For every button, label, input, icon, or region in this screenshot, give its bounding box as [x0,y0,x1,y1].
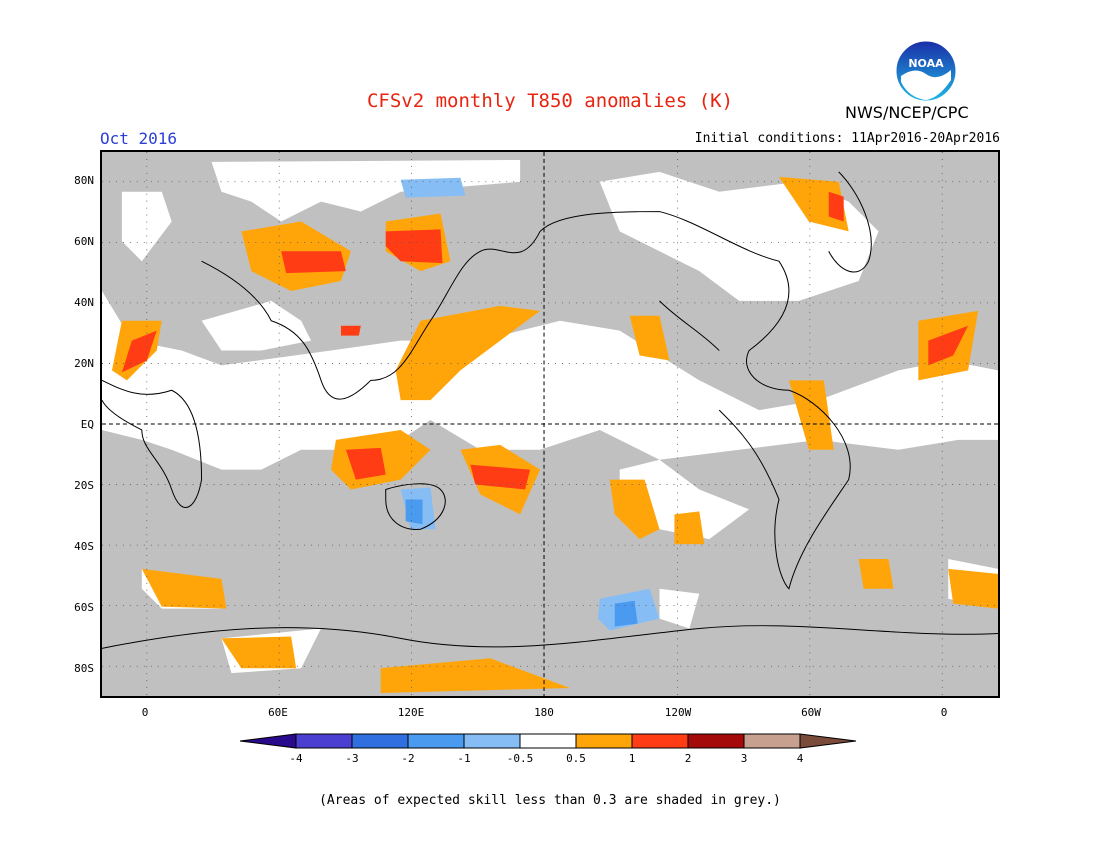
agency-label: NWS/NCEP/CPC [845,103,969,122]
colorbar [240,733,857,749]
colorbar-label: 1 [628,752,636,765]
lon-label: 60E [268,706,288,719]
colorbar-swatch [295,733,353,749]
colorbar-label: 0.5 [566,752,586,765]
lon-label: 0 [141,706,149,719]
lat-label: 40N [74,296,94,309]
lon-label: 0 [940,706,948,719]
lon-label: 180 [534,706,554,719]
coastlines [102,171,998,649]
lat-label: 80N [74,174,94,187]
lat-label: 20N [74,357,94,370]
lon-label: 120W [664,706,692,719]
colorbar-label: 3 [740,752,748,765]
colorbar-swatch [687,733,745,749]
colorbar-label: -3 [345,752,359,765]
colorbar-swatch [351,733,409,749]
colorbar-swatch [631,733,689,749]
colorbar-label: -4 [289,752,303,765]
lat-label: 60N [74,235,94,248]
map-title: CFSv2 monthly T850 anomalies (K) [366,90,734,112]
noaa-logo-text: NOAA [908,57,944,70]
lat-label: 40S [74,540,94,553]
colorbar-swatch [519,733,577,749]
lat-label: 80S [74,662,94,675]
forecast-month: Oct 2016 [100,129,178,148]
colorbar-swatch [743,733,801,749]
colorbar-label: -2 [401,752,415,765]
skill-note: (Areas of expected skill less than 0.3 a… [319,793,781,808]
colorbar-swatch [407,733,465,749]
colorbar-label: 4 [796,752,804,765]
lat-label: EQ [80,418,94,431]
lon-label: 60W [801,706,821,719]
colorbar-label: -0.5 [506,752,534,765]
colorbar-swatch [799,733,857,749]
colorbar-label: 2 [684,752,692,765]
noaa-logo: NOAA [895,40,957,102]
colorbar-label: -1 [457,752,471,765]
colorbar-swatch [240,733,297,749]
equator-dateline [102,152,998,696]
lat-label: 60S [74,601,94,614]
lat-label: 20S [74,479,94,492]
colorbar-swatch [575,733,633,749]
initial-conditions: Initial conditions: 11Apr2016-20Apr2016 [694,131,1000,146]
lon-label: 120E [397,706,425,719]
anomaly-map [100,150,1000,698]
colorbar-swatch [463,733,521,749]
